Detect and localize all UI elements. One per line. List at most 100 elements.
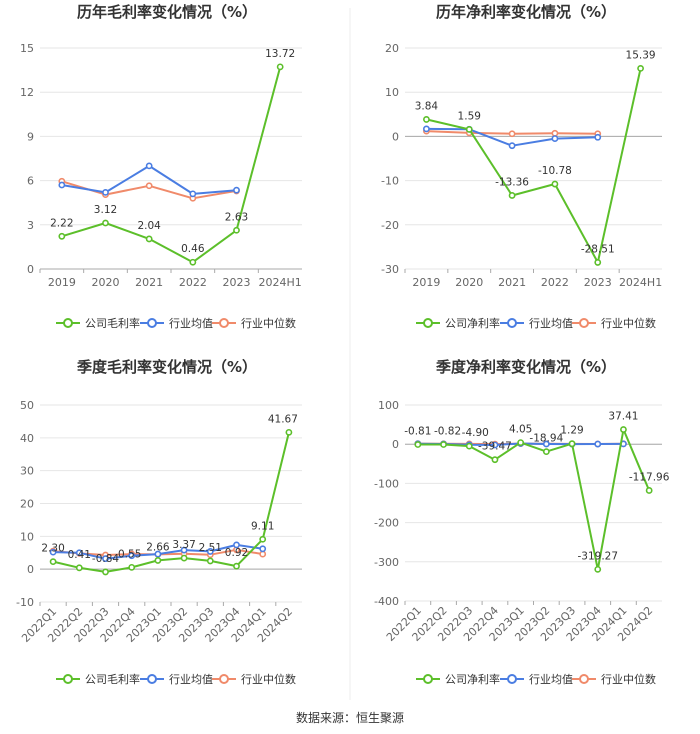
series-line-company bbox=[52, 432, 290, 573]
data-label: 15.39 bbox=[626, 49, 656, 61]
data-label: 3.84 bbox=[415, 100, 439, 112]
legend-label-median: 行业中位数 bbox=[241, 672, 296, 686]
data-label: 2.30 bbox=[41, 543, 64, 555]
y-tick-label: -100 bbox=[374, 477, 399, 490]
data-label: -319.27 bbox=[577, 550, 618, 562]
data-point-mean bbox=[423, 125, 430, 133]
x-tick-label: 2021 bbox=[498, 276, 526, 289]
y-tick-label: 12 bbox=[20, 86, 34, 99]
data-point-mean bbox=[542, 440, 550, 448]
data-point-company bbox=[49, 558, 57, 566]
data-point-company bbox=[594, 565, 602, 573]
data-point-company bbox=[508, 192, 516, 199]
x-tick-label: 2020 bbox=[92, 276, 120, 289]
y-tick-label: -400 bbox=[374, 595, 399, 608]
data-point-company bbox=[233, 562, 240, 570]
legend-label-company: 公司净利率 bbox=[445, 672, 500, 686]
source-note: 数据来源：恒生聚源 bbox=[296, 710, 404, 725]
panel-annual-net-margin: 历年净利率变化情况（%） -30 -20 -10 0 10 20 2019 2020 2021 2… bbox=[381, 3, 662, 289]
legend-label-company: 公司毛利率 bbox=[85, 316, 140, 330]
legend-label-company: 公司净利率 bbox=[445, 316, 500, 330]
data-point-median bbox=[259, 550, 267, 558]
data-point-company bbox=[58, 232, 66, 240]
y-tick-label: 20 bbox=[385, 42, 399, 55]
data-label: -0.81 bbox=[404, 426, 431, 438]
legend-quarterly-gross: 公司毛利率 行业均值 行业中位数 bbox=[56, 672, 296, 686]
data-point-mean bbox=[128, 552, 136, 560]
y-tick-label: -300 bbox=[374, 556, 399, 569]
data-label: 0.55 bbox=[118, 548, 141, 560]
data-label: -18.94 bbox=[529, 433, 563, 445]
data-label: 1.29 bbox=[560, 425, 583, 437]
data-point-company bbox=[465, 442, 473, 450]
legend-label-company: 公司毛利率 bbox=[85, 672, 140, 686]
data-point-mean bbox=[145, 162, 153, 170]
x-tick-label: 2020 bbox=[455, 276, 483, 289]
data-point-company bbox=[189, 258, 197, 266]
data-point-company bbox=[645, 487, 653, 494]
panel-quarterly-net-margin: 季度净利率变化情况（%） -400-300-200-10001002022Q12… bbox=[374, 358, 670, 644]
x-tick-label: 2023 bbox=[584, 276, 612, 289]
data-point-mean bbox=[206, 548, 214, 555]
data-label: 0.41 bbox=[68, 549, 91, 561]
legend-label-median: 行业中位数 bbox=[601, 672, 656, 686]
data-label: 2.04 bbox=[137, 220, 161, 232]
y-tick-label: -30 bbox=[381, 263, 399, 276]
data-point-company bbox=[102, 568, 109, 576]
data-point-company bbox=[517, 439, 525, 447]
y-tick-label: 0 bbox=[27, 263, 34, 276]
legend-label-mean: 行业均值 bbox=[529, 673, 573, 686]
data-point-mean bbox=[180, 546, 188, 554]
data-point-company bbox=[276, 63, 284, 71]
series-line-mean bbox=[61, 164, 237, 195]
data-label: 2.22 bbox=[50, 217, 73, 229]
legend-marker-mean bbox=[507, 674, 517, 684]
data-point-mean bbox=[102, 188, 109, 196]
y-tick-label: 30 bbox=[20, 465, 34, 478]
data-point-company bbox=[180, 554, 188, 562]
y-tick-label: -20 bbox=[381, 219, 399, 232]
data-point-mean bbox=[233, 186, 240, 194]
y-tick-label: -10 bbox=[16, 596, 34, 609]
y-tick-label: 0 bbox=[392, 438, 399, 451]
legend-annual-net: 公司净利率 行业均值 行业中位数 bbox=[416, 316, 656, 330]
data-point-mean bbox=[154, 550, 162, 558]
chart-title: 历年净利率变化情况（%） bbox=[436, 3, 616, 21]
data-point-company bbox=[259, 535, 267, 543]
legend-marker-median bbox=[579, 674, 589, 684]
data-point-mean bbox=[102, 555, 109, 563]
series-line-company bbox=[417, 428, 651, 571]
data-point-company bbox=[594, 259, 602, 266]
data-label: 4.05 bbox=[509, 424, 532, 436]
series-line-company bbox=[426, 68, 642, 264]
data-point-mean bbox=[49, 548, 57, 556]
data-point-median bbox=[508, 130, 516, 138]
legend-annual-gross: 公司毛利率 行业均值 行业中位数 bbox=[56, 316, 296, 330]
data-point-company bbox=[233, 226, 240, 234]
data-label: 9.11 bbox=[251, 520, 274, 532]
y-tick-label: -200 bbox=[374, 517, 399, 530]
x-tick-label: 2024H1 bbox=[619, 276, 662, 289]
legend-marker-company bbox=[63, 674, 73, 684]
legend-marker-median bbox=[219, 674, 229, 684]
x-tick-label: 2023 bbox=[223, 276, 251, 289]
data-point-company bbox=[551, 180, 559, 188]
legend-label-median: 行业中位数 bbox=[241, 316, 296, 330]
panel-annual-gross-margin: 历年毛利率变化情况（%） 0 3 6 9 12 15 2019 2020 2021 2022 202… bbox=[20, 3, 302, 289]
legend-label-mean: 行业均值 bbox=[169, 673, 213, 686]
legend-marker-company bbox=[423, 674, 433, 684]
data-point-company bbox=[620, 426, 627, 433]
y-tick-label: 0 bbox=[392, 130, 399, 143]
series-line-company bbox=[61, 66, 282, 264]
data-label: -13.36 bbox=[495, 176, 529, 188]
legend-label-mean: 行业均值 bbox=[169, 317, 213, 330]
y-tick-label: 40 bbox=[20, 432, 34, 445]
legend-marker-median bbox=[219, 318, 229, 328]
data-point-mean bbox=[75, 549, 83, 557]
data-label: -117.96 bbox=[629, 471, 670, 483]
data-label: 3.12 bbox=[94, 204, 117, 216]
y-tick-label: 10 bbox=[20, 530, 34, 543]
y-tick-label: 3 bbox=[27, 219, 34, 232]
data-point-median bbox=[145, 182, 153, 190]
